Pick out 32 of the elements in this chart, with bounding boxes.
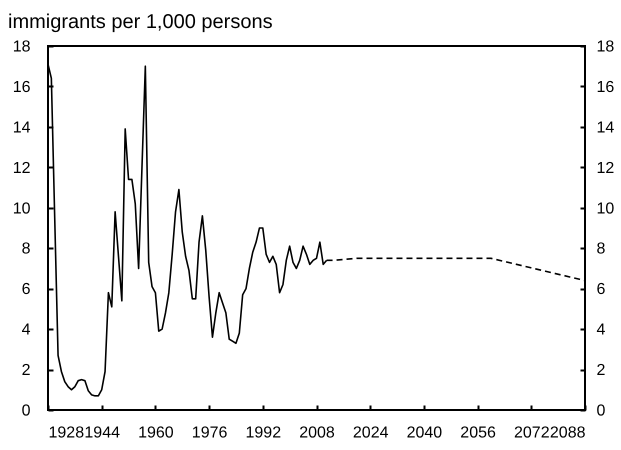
y-tick-label: 10 — [12, 200, 31, 218]
x-tick-label: 1944 — [84, 424, 120, 442]
y-tick-label: 0 — [22, 402, 31, 420]
y-tick-label: 16 — [12, 78, 31, 96]
y2-tick-label: 0 — [596, 402, 606, 420]
x-tick-label: 1928 — [48, 424, 84, 442]
y2-tick-label: 8 — [596, 240, 606, 258]
y2-tick-label: 16 — [596, 78, 614, 96]
y-tick-label: 2 — [22, 362, 31, 380]
x-tick-label: 2024 — [352, 424, 389, 442]
y2-tick-label: 12 — [596, 160, 614, 177]
x-tick-label: 2088 — [550, 424, 586, 442]
x-tick-label: 1992 — [246, 424, 282, 442]
y-tick-label: 12 — [12, 160, 31, 177]
y2-tick-label: 4 — [596, 322, 606, 339]
y-tick-label: 6 — [22, 281, 31, 298]
x-tick-label: 2040 — [406, 424, 442, 442]
x-tick-label: 2056 — [460, 424, 496, 442]
y2-tick-label: 14 — [596, 119, 614, 136]
y-tick-label: 14 — [12, 119, 31, 136]
x-tick-label: 2008 — [299, 424, 335, 442]
y2-tick-label: 10 — [596, 200, 614, 218]
y2-tick-label: 6 — [596, 281, 606, 298]
x-tick-label: 1960 — [138, 424, 174, 442]
y2-tick-label: 18 — [596, 38, 614, 56]
y-tick-label: 8 — [22, 240, 31, 258]
x-tick-label: 1976 — [192, 424, 228, 442]
chart-title: immigrants per 1,000 persons — [8, 11, 273, 33]
y-tick-label: 18 — [12, 38, 31, 56]
y-tick-label: 4 — [22, 322, 31, 339]
y2-tick-label: 2 — [596, 362, 606, 380]
x-tick-label: 2072 — [514, 424, 550, 442]
